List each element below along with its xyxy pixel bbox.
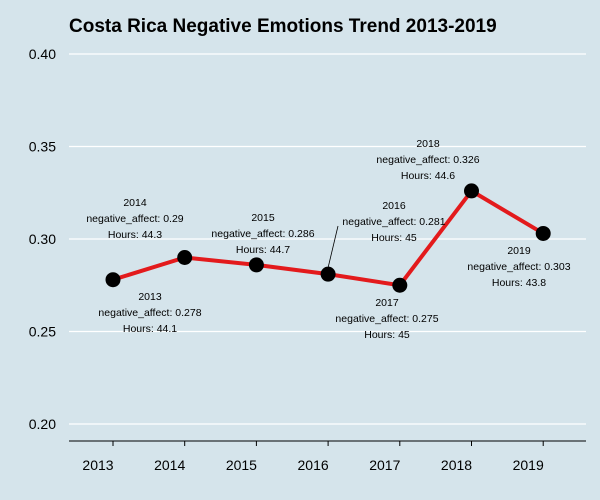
data-label-hours: Hours: 45 [364, 329, 410, 341]
y-tick-label: 0.20 [29, 416, 56, 432]
data-label-metric: negative_affect: 0.326 [376, 154, 479, 166]
data-point [535, 225, 551, 241]
label-leader-lines [327, 225, 339, 269]
data-point [248, 257, 264, 273]
data-label-metric: negative_affect: 0.275 [335, 313, 438, 325]
data-point [464, 183, 479, 199]
leader-line [327, 225, 339, 269]
data-label-hours: Hours: 44.1 [123, 323, 177, 335]
gridlines [69, 53, 586, 425]
chart-title: Costa Rica Negative Emotions Trend 2013-… [69, 16, 497, 37]
data-label-hours: Hours: 44.7 [236, 244, 290, 256]
y-tick-label: 0.25 [29, 324, 56, 340]
y-tick-label: 0.35 [29, 139, 56, 155]
data-label-year: 2013 [138, 291, 162, 303]
x-tick-label: 2016 [298, 457, 329, 473]
x-tick-label: 2014 [154, 457, 185, 473]
data-label-metric: negative_affect: 0.281 [342, 216, 445, 228]
data-label-year: 2018 [416, 138, 440, 150]
y-axis: 0.20 0.25 0.30 0.35 0.40 [29, 46, 56, 432]
data-point [320, 266, 336, 282]
data-label-year: 2014 [123, 197, 147, 209]
y-tick-label: 0.40 [29, 46, 56, 62]
x-tick-label: 2015 [226, 457, 257, 473]
data-label-hours: Hours: 44.3 [108, 229, 162, 241]
x-tick-label: 2013 [82, 457, 113, 473]
data-label-year: 2015 [251, 212, 275, 224]
data-label-year: 2016 [382, 200, 406, 212]
data-label-metric: negative_affect: 0.29 [86, 213, 183, 225]
data-label-year: 2019 [507, 245, 531, 257]
data-label-year: 2017 [375, 297, 399, 309]
x-tick-label: 2018 [441, 457, 472, 473]
data-point [392, 277, 408, 293]
data-label-metric: negative_affect: 0.278 [98, 307, 201, 319]
x-tick-label: 2017 [369, 457, 400, 473]
data-label-metric: negative_affect: 0.303 [467, 261, 570, 273]
data-label-hours: Hours: 44.6 [401, 170, 455, 182]
y-tick-label: 0.30 [29, 231, 56, 247]
x-tick-label: 2019 [513, 457, 544, 473]
data-point [105, 272, 121, 288]
data-labels: 2013 negative_affect: 0.278 Hours: 44.1 201… [86, 138, 570, 341]
data-label-hours: Hours: 45 [371, 232, 417, 244]
x-axis: 2013 2014 2015 2016 2017 2018 2019 [82, 441, 544, 473]
data-label-metric: negative_affect: 0.286 [211, 228, 314, 240]
data-points [105, 183, 551, 293]
data-label-hours: Hours: 43.8 [492, 277, 546, 289]
data-point [177, 250, 193, 265]
